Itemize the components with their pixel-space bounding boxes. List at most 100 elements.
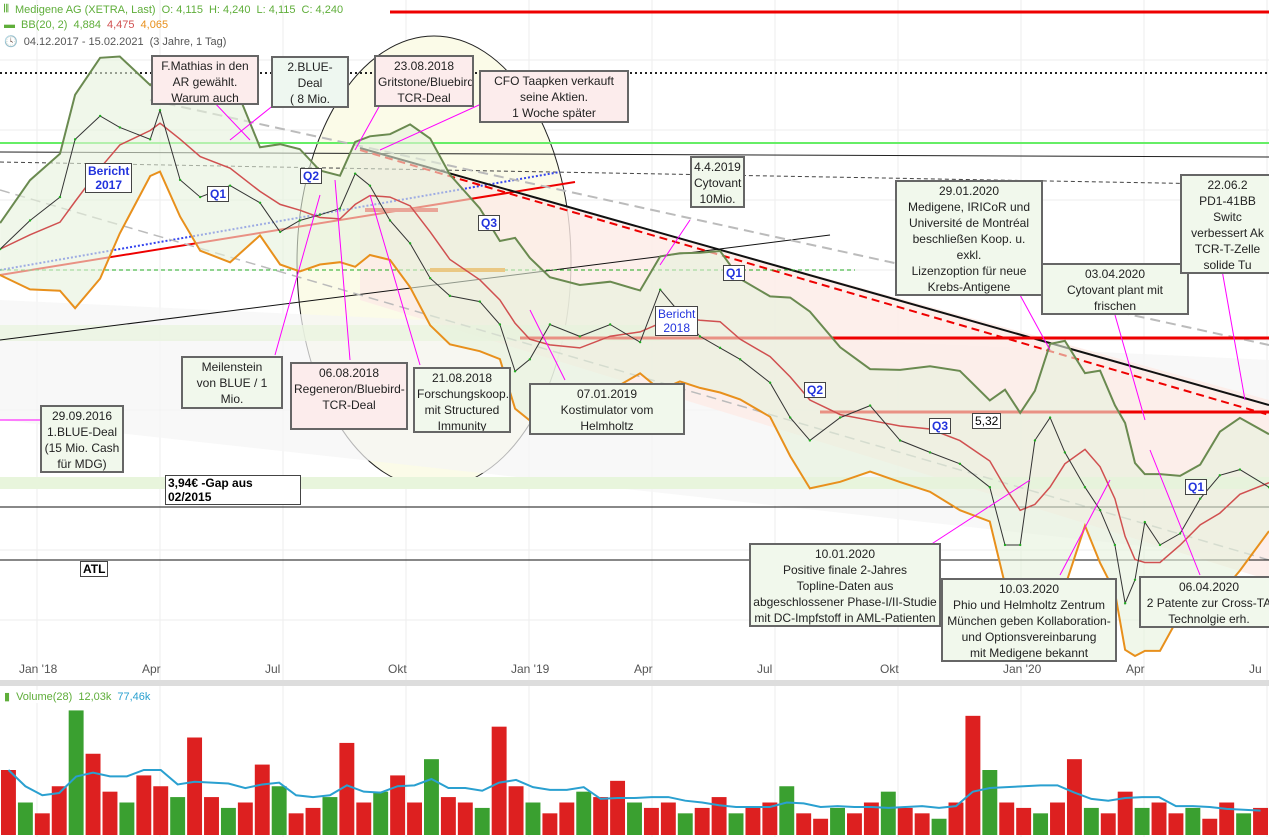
volume-bar — [931, 818, 947, 835]
q1-label-2019: Q1 — [723, 265, 746, 281]
price-point — [528, 358, 532, 361]
q2-label: Q2 — [300, 168, 323, 184]
annotation-blue-deal-2: 2.BLUE-Deal ( 8 Mio. Cash für MDG) — [271, 56, 349, 108]
q1-label: Q1 — [207, 186, 230, 202]
bb-mid: 4,475 — [107, 19, 135, 31]
price-point — [1113, 543, 1117, 547]
price-point — [868, 404, 872, 407]
volume-bar — [102, 791, 118, 835]
bb-legend: ▬ BB(20, 2) 4,884 4,475 4,065 — [4, 19, 168, 31]
price-point — [1123, 602, 1127, 605]
volume-bar — [322, 797, 338, 835]
volume-bar — [1066, 759, 1082, 835]
annotation-connectors — [0, 99, 1246, 576]
volume-bar — [627, 802, 642, 835]
price-point — [388, 219, 392, 222]
pane-divider — [0, 680, 1269, 686]
q3-label: Q3 — [478, 215, 501, 231]
price-point — [659, 288, 662, 291]
volume-bar — [576, 791, 592, 835]
price-point — [408, 242, 412, 245]
downtrend-red — [359, 149, 1269, 416]
volume-bar — [237, 802, 253, 835]
volume-bar — [1134, 807, 1150, 835]
annotation-cfo: CFO Taapken verkauft seine Aktien. 1 Woc… — [479, 70, 629, 123]
volume-bar — [187, 737, 203, 835]
annotation-phio: 10.03.2020 Phio und Helmholtz Zentrum Mü… — [941, 578, 1117, 662]
chart-icon: 𝄃𝄃 — [4, 3, 9, 15]
x-tick-label: Apr — [142, 662, 161, 676]
annotation-mathias: F.Mathias in den AR gewählt. Warum auch … — [151, 55, 259, 105]
volume-bar — [965, 715, 981, 835]
volume-bar — [1219, 802, 1235, 835]
annotation-patente: 06.04.2020 2 Patente zur Cross-TA Techno… — [1139, 576, 1269, 628]
price-point — [838, 416, 842, 419]
x-tick-label: Apr — [1126, 662, 1145, 676]
price-point — [0, 247, 2, 251]
volume-bar — [474, 807, 490, 835]
price-point — [1218, 474, 1222, 477]
volume-bar — [1151, 802, 1167, 835]
volume-bar — [897, 807, 913, 835]
volume-bar — [1083, 807, 1099, 835]
price-point — [898, 439, 902, 442]
volume-bar — [863, 802, 879, 835]
volume-bar — [610, 780, 626, 835]
volume-bar — [271, 786, 287, 835]
volume-bar — [508, 786, 524, 835]
volume-bar — [660, 802, 676, 835]
volume-bar — [491, 726, 507, 835]
bb-lower: 4,065 — [140, 19, 169, 31]
volume-bar — [762, 802, 778, 835]
price-point — [638, 340, 642, 344]
price-point — [338, 207, 342, 210]
price-point — [448, 294, 452, 298]
price-point — [808, 439, 812, 442]
level-label: 5,32 — [972, 413, 1002, 429]
price-point — [58, 195, 62, 199]
volume-bar — [440, 797, 456, 835]
price-point — [278, 230, 282, 234]
price-point — [928, 451, 932, 454]
volume-bar — [999, 802, 1015, 835]
volume-bar — [254, 764, 270, 835]
volume-avg: 77,46k — [117, 690, 151, 703]
annotation-regeneron: 06.08.2018 Regeneron/Bluebird- TCR-Deal — [290, 362, 408, 430]
volume-bar — [1253, 807, 1268, 835]
price-point — [428, 277, 432, 280]
volume-bar — [948, 802, 964, 835]
price-point — [608, 323, 612, 326]
volume-bar — [593, 797, 609, 835]
volume-bar — [356, 802, 372, 835]
volume-bar — [17, 802, 33, 835]
open-value: O: 4,115 — [161, 3, 203, 16]
volume-label: Volume(28) — [16, 690, 73, 703]
volume-bar — [1185, 807, 1201, 835]
annotation-blue-deal-1: 29.09.2016 1.BLUE-Deal (15 Mio. Cash für… — [40, 405, 124, 473]
price-point — [73, 138, 77, 141]
q3-label-2019: Q3 — [929, 418, 952, 434]
volume-bar — [830, 807, 845, 835]
range-note: (3 Jahre, 1 Tag) — [149, 35, 227, 48]
price-point — [28, 219, 32, 222]
price-point — [768, 381, 772, 384]
title-legend: 𝄃𝄃 Medigene AG (XETRA, Last) O: 4,115 H:… — [4, 3, 343, 16]
price-point — [98, 114, 102, 118]
price-point — [1048, 416, 1052, 419]
price-point — [1063, 451, 1067, 454]
price-point — [1238, 468, 1242, 471]
volume-bar — [525, 802, 541, 835]
x-tick-label: Jul — [265, 662, 281, 676]
volume-bar — [1033, 813, 1049, 835]
volume-bar — [85, 753, 101, 835]
price-point — [1098, 508, 1102, 512]
x-tick-label: Jul — [757, 662, 773, 676]
volume-bar — [136, 775, 152, 835]
price-point — [298, 219, 302, 222]
x-tick-label: Okt — [880, 662, 899, 676]
price-point — [118, 126, 122, 129]
q1-label-2020: Q1 — [1185, 479, 1208, 495]
volume-bar — [204, 797, 219, 835]
price-point — [1198, 497, 1202, 500]
price-point — [698, 335, 702, 338]
